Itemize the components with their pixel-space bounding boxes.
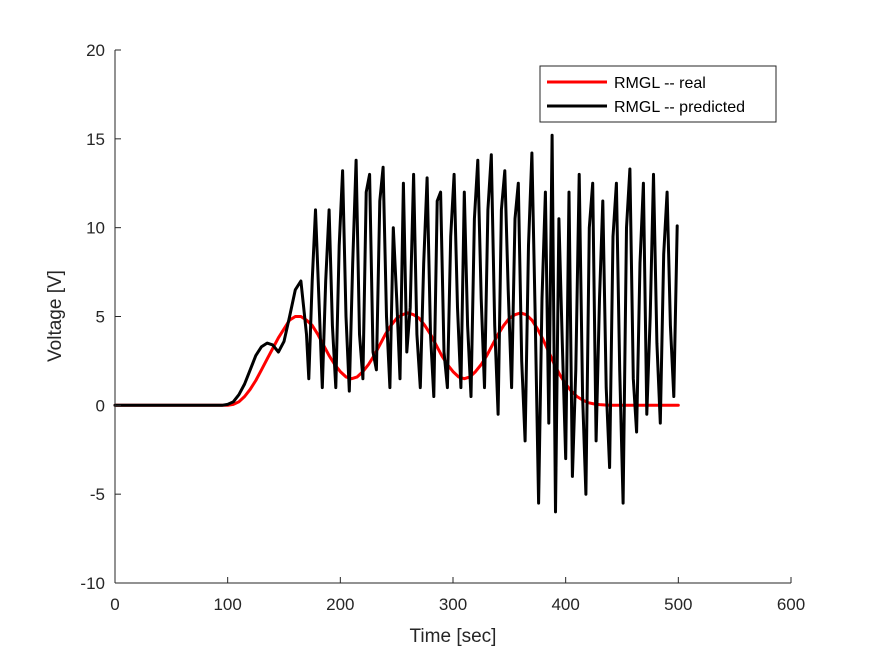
y-tick-label: 10 <box>86 219 105 238</box>
x-tick-label: 200 <box>326 595 354 614</box>
plot-background <box>115 50 791 583</box>
legend-label-rmgl-predicted: RMGL -- predicted <box>614 99 745 116</box>
legend: RMGL -- real RMGL -- predicted <box>539 65 777 123</box>
y-tick-label: 0 <box>96 396 105 415</box>
x-tick-label: 600 <box>777 595 805 614</box>
series-line-rmgl-predicted <box>113 133 679 514</box>
ticks-layer: 0 100 200 300 400 500 600 -10 -5 0 5 10 15 20 <box>80 41 805 614</box>
x-tick-label: 0 <box>110 595 119 614</box>
y-axis-title: Voltage [V] <box>45 270 66 362</box>
x-tick-label: 400 <box>551 595 579 614</box>
legend-label-rmgl-real: RMGL -- real <box>614 75 706 92</box>
x-tick-label: 300 <box>439 595 467 614</box>
y-tick-label: 20 <box>86 41 105 60</box>
legend-box <box>539 65 777 123</box>
y-tick-label: 15 <box>86 130 105 149</box>
x-tick-label: 500 <box>664 595 692 614</box>
series-layer <box>113 133 680 514</box>
y-tick-label: 5 <box>96 308 105 327</box>
x-axis-title: Time [sec] <box>410 626 497 647</box>
y-tick-label: -5 <box>90 485 105 504</box>
y-tick-label: -10 <box>80 574 105 593</box>
x-tick-label: 100 <box>213 595 241 614</box>
